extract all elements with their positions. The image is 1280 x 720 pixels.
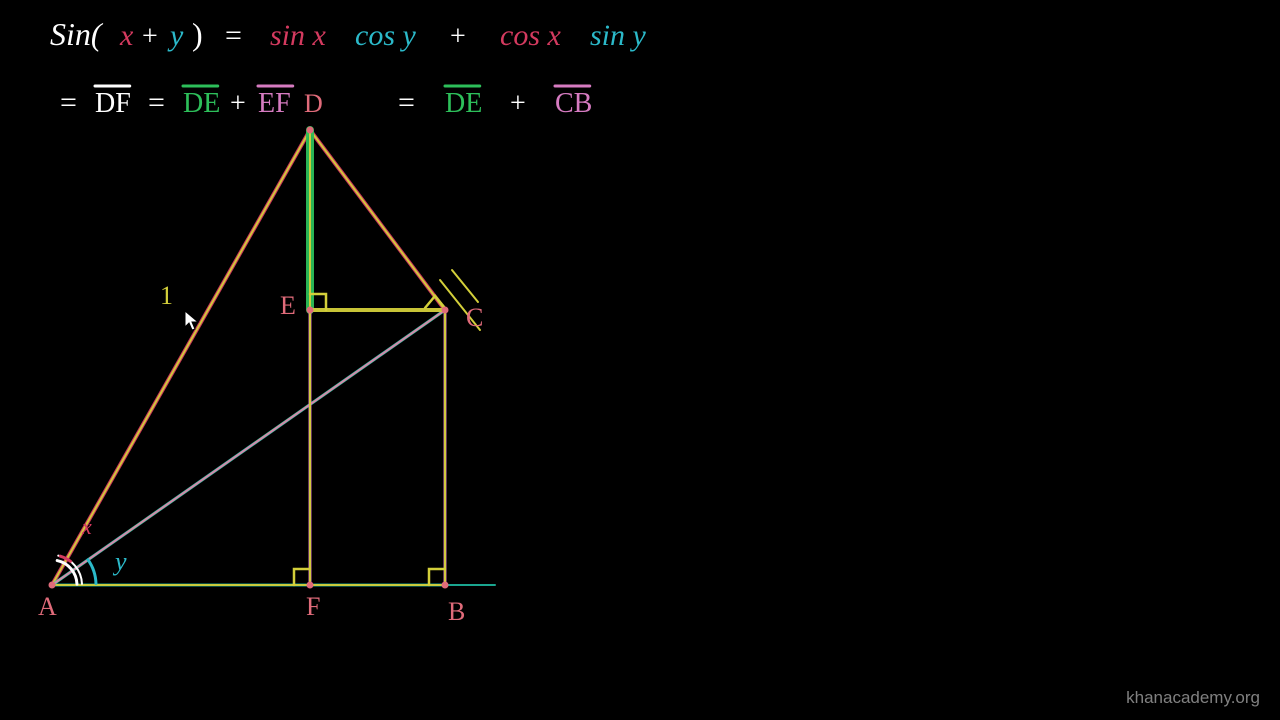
svg-text:=: = [398,86,415,119]
svg-text:sin x: sin x [270,19,327,52]
svg-text:Sin(: Sin( [50,16,104,52]
svg-text:=: = [225,19,242,52]
svg-text:cos x: cos x [500,19,561,52]
svg-text:C: C [466,303,483,332]
svg-text:cos y: cos y [355,19,416,52]
blackboard-canvas: Sin(x+y)=sin xcos y+cos xsin y=DF=DE+EF=… [0,0,1280,720]
svg-text:A: A [38,592,57,621]
svg-text:DE: DE [445,88,482,119]
svg-text:B: B [448,597,465,626]
svg-text:E: E [280,291,296,320]
watermark: khanacademy.org [1126,688,1260,708]
svg-text:y: y [112,547,127,576]
svg-text:DE: DE [183,88,220,119]
svg-text:D: D [304,89,323,118]
svg-text:): ) [192,16,203,52]
svg-text:1: 1 [160,281,173,310]
svg-text:+: + [230,88,246,119]
svg-text:x: x [81,514,92,539]
svg-text:+: + [510,88,526,119]
svg-text:F: F [306,592,320,621]
svg-text:EF: EF [258,88,291,119]
svg-text:CB: CB [555,88,592,119]
svg-text:y: y [167,19,184,52]
svg-text:=: = [60,86,77,119]
svg-text:x: x [119,19,134,52]
svg-text:=: = [148,86,165,119]
svg-text:+: + [142,21,158,52]
svg-text:sin y: sin y [590,19,647,52]
svg-text:DF: DF [95,88,131,119]
svg-text:+: + [450,21,466,52]
